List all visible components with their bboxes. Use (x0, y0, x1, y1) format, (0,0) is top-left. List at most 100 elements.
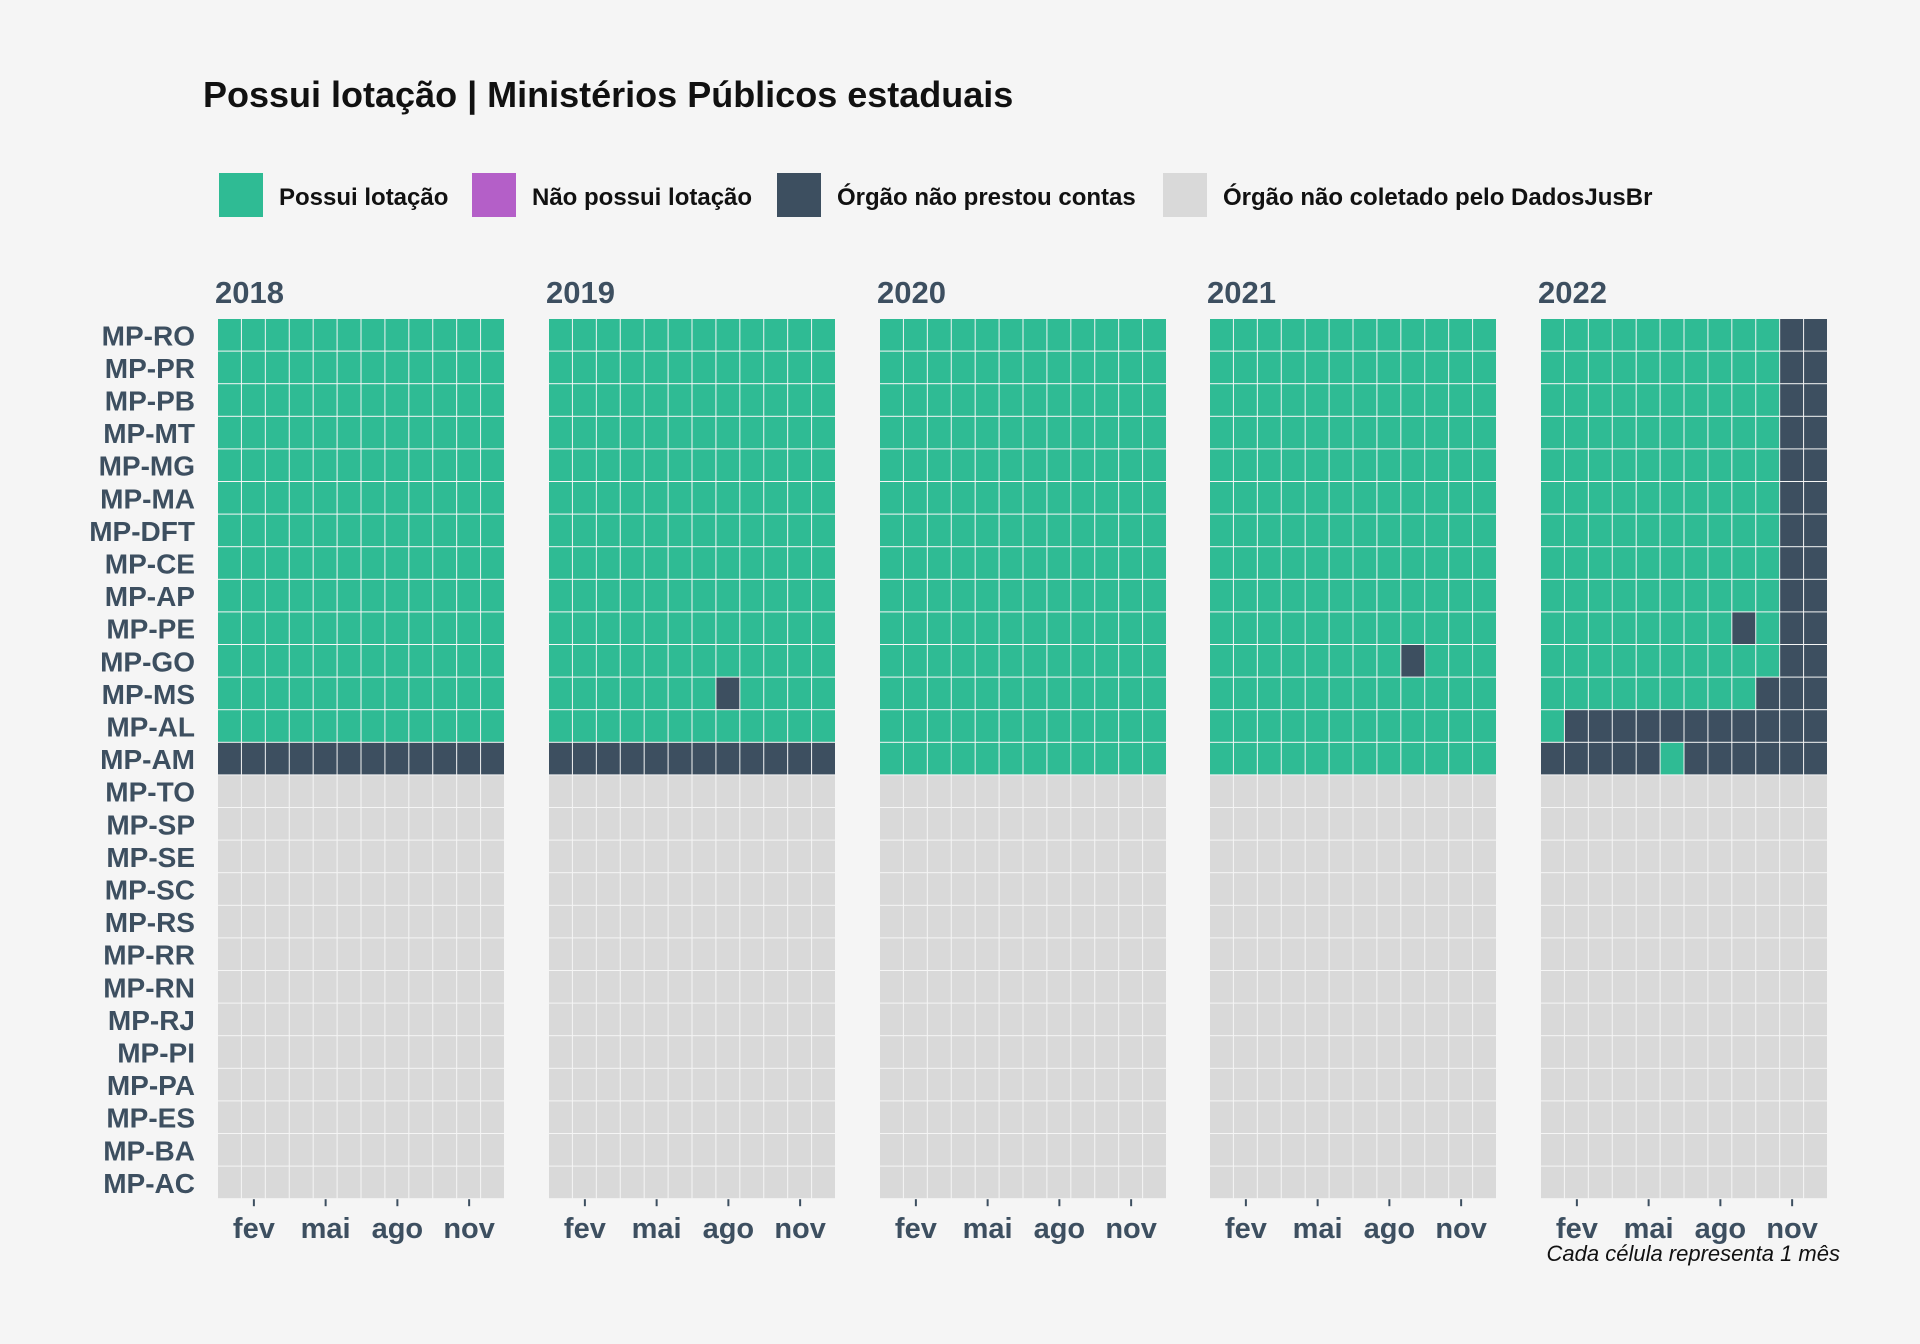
cell (1660, 873, 1684, 905)
cell (999, 1036, 1023, 1068)
cell (1143, 905, 1166, 938)
cell (880, 612, 903, 644)
cell (1071, 449, 1095, 481)
cell (1143, 645, 1166, 677)
cell (975, 1036, 999, 1068)
cell (1756, 612, 1780, 644)
cell (1425, 938, 1449, 970)
cell (1281, 579, 1305, 612)
cell (481, 775, 504, 807)
cell (241, 1036, 265, 1068)
cell (1210, 1036, 1233, 1068)
cell (1564, 482, 1588, 514)
cell (951, 742, 975, 775)
cell (1023, 319, 1047, 351)
cell (1377, 808, 1401, 840)
cell (740, 1134, 764, 1166)
cell (999, 1068, 1023, 1101)
cell (596, 873, 620, 905)
cell (1047, 1036, 1071, 1068)
cell (1119, 1068, 1143, 1101)
cell (1377, 579, 1401, 612)
cell (975, 319, 999, 351)
cell (1804, 840, 1827, 873)
cell (1425, 1068, 1449, 1101)
cell (927, 1166, 951, 1199)
cell (1095, 905, 1119, 938)
cell (1732, 938, 1756, 970)
cell (218, 1036, 241, 1068)
cell (740, 677, 764, 710)
cell (1023, 971, 1047, 1003)
cell (1708, 547, 1732, 579)
year-label: 2019 (546, 275, 615, 310)
cell (457, 1134, 481, 1166)
cell (549, 384, 572, 416)
cell (1636, 612, 1660, 644)
cell (433, 579, 457, 612)
cell (361, 1068, 385, 1101)
cell (1660, 384, 1684, 416)
cell (265, 742, 289, 775)
cell (241, 1101, 265, 1133)
cell (999, 742, 1023, 775)
cell (1071, 873, 1095, 905)
cell (1780, 1101, 1804, 1133)
cell (289, 710, 313, 742)
cell (549, 1003, 572, 1036)
cell (409, 1068, 433, 1101)
cell (457, 416, 481, 449)
cell (1401, 710, 1425, 742)
cell (1329, 1036, 1353, 1068)
cell (903, 1101, 927, 1133)
cell (385, 482, 409, 514)
cell (596, 971, 620, 1003)
cell (903, 449, 927, 481)
row-label: MP-ES (106, 1103, 195, 1134)
cell (1473, 514, 1496, 547)
cell (1023, 579, 1047, 612)
cell (692, 1036, 716, 1068)
cell (1377, 416, 1401, 449)
x-tick-label: ago (1034, 1213, 1086, 1245)
cell (1329, 482, 1353, 514)
cell (1780, 384, 1804, 416)
cell (740, 873, 764, 905)
cell (1612, 710, 1636, 742)
cell (716, 742, 740, 775)
cell (218, 873, 241, 905)
cell (313, 645, 337, 677)
cell (1636, 579, 1660, 612)
cell (1071, 677, 1095, 710)
cell (1023, 938, 1047, 970)
cell (764, 351, 788, 384)
cell (740, 645, 764, 677)
cell (265, 938, 289, 970)
cell (1660, 319, 1684, 351)
cell (1143, 1101, 1166, 1133)
cell (457, 677, 481, 710)
cell (1143, 775, 1166, 807)
cell (1233, 742, 1257, 775)
cell (880, 710, 903, 742)
cell (812, 416, 835, 449)
cell (1756, 384, 1780, 416)
cell (620, 1036, 644, 1068)
cell (1401, 905, 1425, 938)
cell (265, 1068, 289, 1101)
cell (1233, 840, 1257, 873)
cell (1708, 579, 1732, 612)
cell (1660, 482, 1684, 514)
cell (1660, 1101, 1684, 1133)
cell (1612, 351, 1636, 384)
cell (975, 971, 999, 1003)
cell (265, 416, 289, 449)
cell (999, 547, 1023, 579)
cell (1233, 971, 1257, 1003)
cell (433, 710, 457, 742)
cell (1708, 905, 1732, 938)
cell (289, 645, 313, 677)
cell (927, 938, 951, 970)
cell (812, 742, 835, 775)
cell (289, 579, 313, 612)
